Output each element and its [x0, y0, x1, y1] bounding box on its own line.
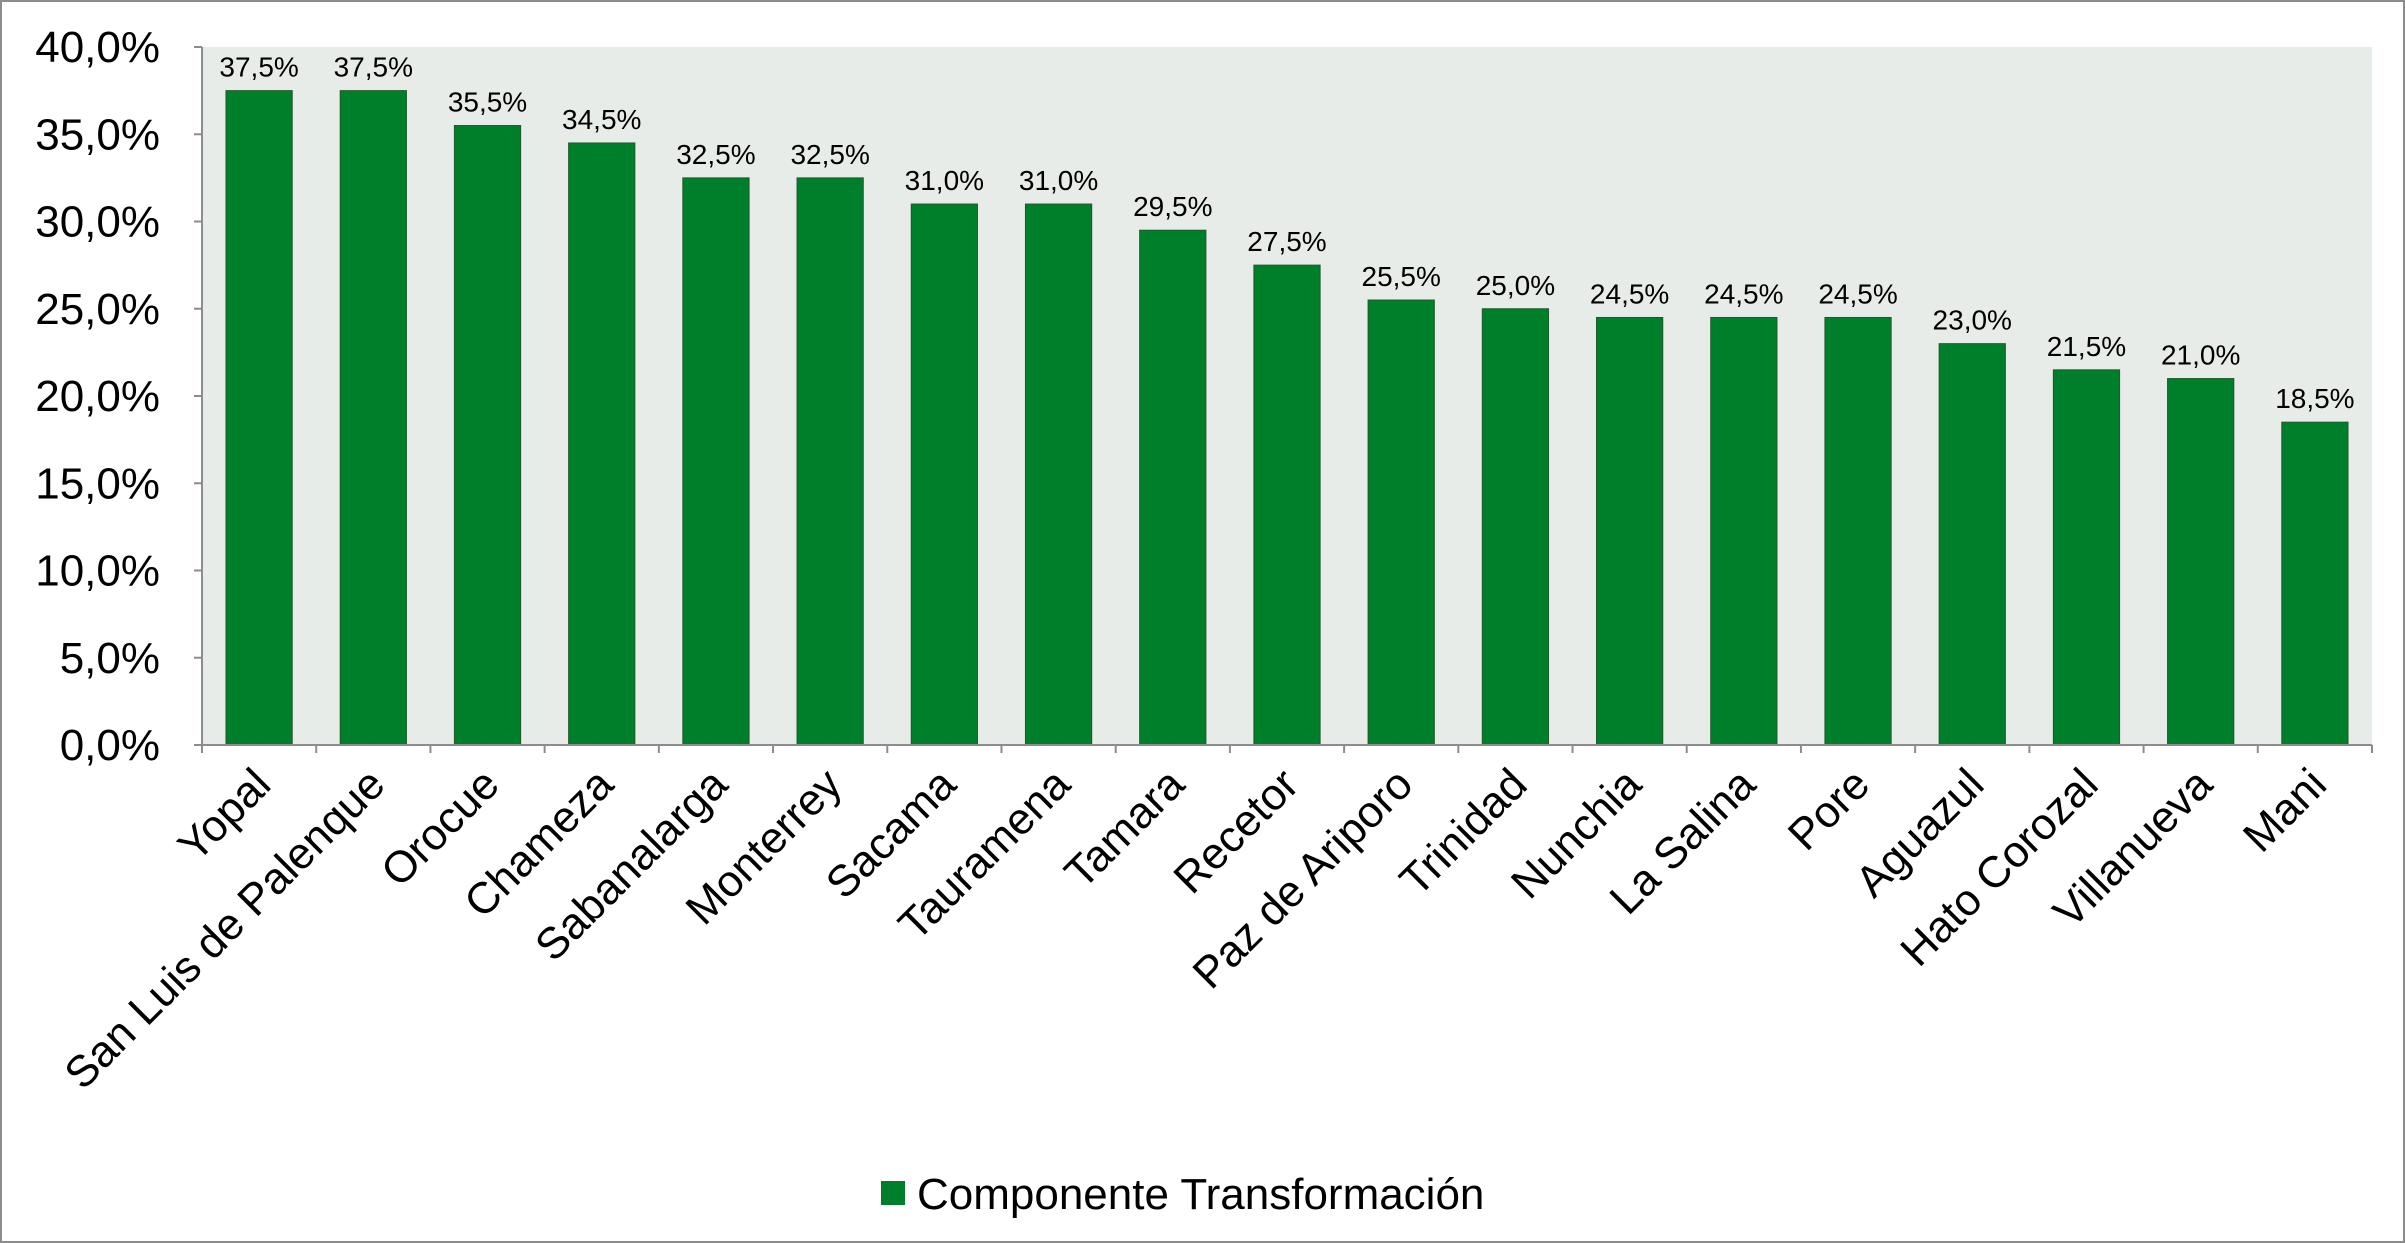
- data-label: 21,0%: [2161, 340, 2240, 371]
- y-tick-label: 0,0%: [60, 721, 160, 770]
- bar: [225, 90, 293, 746]
- legend: Componente Transformación: [881, 1170, 1484, 1219]
- data-label: 35,5%: [448, 87, 527, 118]
- y-tick-label: 35,0%: [35, 110, 160, 159]
- bar: [682, 177, 750, 746]
- bar: [1710, 316, 1778, 746]
- data-label: 23,0%: [1933, 305, 2012, 336]
- y-tick-label: 25,0%: [35, 285, 160, 334]
- y-tick-label: 40,0%: [35, 23, 160, 72]
- bar: [339, 90, 407, 746]
- data-label: 32,5%: [790, 139, 869, 170]
- y-axis: 0,0% 5,0% 10,0% 15,0% 20,0% 25,0% 30,0% 35,0% 40…: [35, 23, 203, 770]
- data-labels: 37,5% 37,5% 35,5% 34,5% 32,5% 32,5% 31,0% 31,0%…: [219, 52, 2354, 415]
- bar: [1824, 316, 1892, 746]
- legend-label: Componente Transformación: [917, 1170, 1484, 1219]
- data-label: 37,5%: [219, 52, 298, 83]
- bar: [2281, 421, 2349, 746]
- bar: [1938, 343, 2006, 746]
- data-label: 18,5%: [2275, 383, 2354, 414]
- data-label: 29,5%: [1133, 191, 1212, 222]
- y-tick-label: 20,0%: [35, 372, 160, 421]
- bar: [1024, 203, 1093, 746]
- data-label: 24,5%: [1704, 278, 1783, 309]
- data-label: 27,5%: [1247, 226, 1326, 257]
- data-label: 32,5%: [676, 139, 755, 170]
- x-tick-label: Hato Corozal: [1891, 759, 2107, 975]
- bar: [1367, 299, 1435, 746]
- data-label: 37,5%: [334, 52, 413, 83]
- data-label: 21,5%: [2047, 331, 2126, 362]
- x-tick-label: Yopal: [169, 759, 280, 870]
- bar: [2052, 369, 2121, 746]
- bar: [568, 142, 636, 746]
- y-tick-label: 5,0%: [60, 634, 160, 683]
- data-label: 24,5%: [1818, 278, 1897, 309]
- bar: [1253, 264, 1321, 746]
- bar-series: [225, 90, 2349, 746]
- y-tick-label: 10,0%: [35, 547, 160, 596]
- bar: [1596, 316, 1664, 746]
- data-label: 25,5%: [1362, 261, 1441, 292]
- data-label: 34,5%: [562, 104, 641, 135]
- data-label: 25,0%: [1476, 270, 1555, 301]
- bar: [453, 125, 522, 746]
- y-tick-label: 30,0%: [35, 198, 160, 247]
- data-label: 24,5%: [1590, 278, 1669, 309]
- bar: [1139, 229, 1207, 746]
- bar: [1481, 308, 1550, 746]
- bar: [2167, 378, 2235, 746]
- x-tick-label: Pore: [1779, 759, 1879, 859]
- data-label: 31,0%: [905, 165, 984, 196]
- bar: [910, 203, 978, 746]
- x-tick-label: Mani: [2234, 759, 2336, 861]
- legend-swatch: [881, 1181, 905, 1205]
- y-tick-label: 15,0%: [35, 459, 160, 508]
- bar: [796, 177, 864, 746]
- data-label: 31,0%: [1019, 165, 1098, 196]
